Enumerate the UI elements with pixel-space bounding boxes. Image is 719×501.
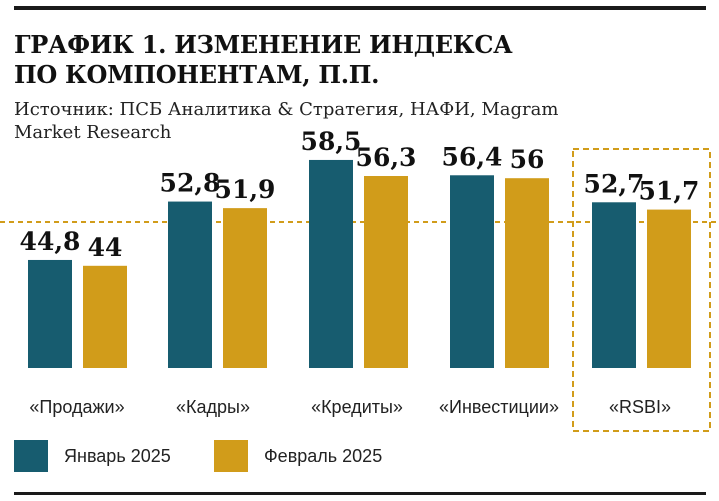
legend-label-january: Январь 2025	[64, 445, 171, 466]
category-label: «Кадры»	[176, 397, 250, 417]
legend-item-january: Январь 2025	[14, 440, 171, 472]
category-label: «Кредиты»	[311, 397, 403, 417]
bar	[223, 208, 267, 368]
data-label: 51,9	[215, 175, 276, 204]
top-rule	[14, 6, 706, 10]
legend-swatch-january	[14, 440, 48, 472]
legend-label-february: Февраль 2025	[264, 445, 383, 466]
data-label: 56	[510, 145, 545, 174]
bar	[647, 209, 691, 368]
bar	[83, 265, 127, 368]
title-line-2: ПО КОМПОНЕНТАМ, П.П.	[14, 60, 380, 89]
chart-title: ГРАФИК 1. ИЗМЕНЕНИЕ ИНДЕКСА ПО КОМПОНЕНТ…	[14, 30, 574, 90]
bar	[592, 202, 636, 368]
category-label: «Инвестиции»	[439, 397, 559, 417]
bar	[28, 259, 72, 368]
category-label: «RSBI»	[609, 397, 671, 417]
data-label: 56,3	[356, 143, 417, 172]
data-label: 44,8	[20, 227, 81, 256]
bar	[168, 201, 212, 368]
bar	[450, 175, 494, 368]
chart-source: Источник: ПСБ Аналитика & Стратегия, НАФ…	[14, 98, 674, 144]
legend-swatch-february	[214, 440, 248, 472]
source-line-1: Источник: ПСБ Аналитика & Стратегия, НАФ…	[14, 99, 559, 120]
source-line-2: Market Research	[14, 122, 172, 143]
bar	[364, 176, 408, 368]
bar	[309, 159, 353, 368]
data-label: 52,7	[584, 169, 645, 198]
data-label: 51,7	[639, 177, 700, 206]
category-label: «Продажи»	[29, 397, 124, 417]
data-label: 58,5	[301, 127, 362, 156]
data-label: 52,8	[160, 169, 221, 198]
bar	[505, 178, 549, 368]
legend-item-february: Февраль 2025	[214, 440, 382, 472]
bottom-rule	[14, 492, 706, 495]
title-line-1: ГРАФИК 1. ИЗМЕНЕНИЕ ИНДЕКСА	[14, 30, 513, 59]
data-label: 56,4	[442, 142, 503, 171]
data-label: 44	[88, 233, 123, 262]
